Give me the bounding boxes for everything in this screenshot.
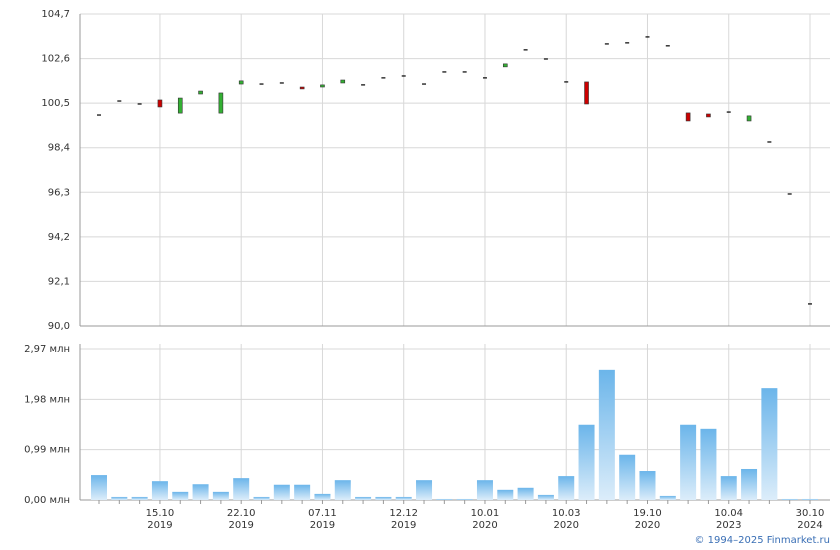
volume-bar [741,468,758,500]
y-tick-label: 0,99 млн [24,445,70,456]
volume-bar [720,476,737,500]
volume-bar [355,496,372,500]
candle-body [685,112,691,122]
x-tick-label: 22.10 2019 [226,508,256,531]
volume-bar [761,388,778,500]
candle-body [502,63,508,68]
volume-bar [537,494,554,500]
x-tick-label: 30.10 2024 [795,508,825,531]
x-tick-label: 10.01 2020 [470,508,500,531]
y-tick-label: 96,3 [48,187,70,198]
y-tick-label: 1,98 млн [24,394,70,405]
volume-bar [416,480,433,500]
volume-bar [558,476,575,500]
candle-body [218,92,224,114]
candle-body [157,99,163,108]
candle-body [177,97,183,114]
volume-bar [598,369,615,500]
x-tick-label: 10.04 2023 [714,508,744,531]
volume-bar [476,480,493,500]
volume-bar [294,484,311,500]
volume-bar [212,491,229,500]
volume-bar [802,498,818,500]
volume-bar [151,481,168,500]
volume-bar [456,498,473,500]
volume-bar [395,496,412,500]
x-tick-label: 15.10 2019 [145,508,175,531]
x-tick-label: 10.03 2020 [551,508,581,531]
candle-body [320,84,325,88]
volume-bar [517,487,534,500]
volume-bar [497,489,514,500]
y-tick-label: 2,97 млн [24,344,70,355]
volume-bar [131,496,148,500]
volume-bar [334,480,351,500]
candle-body [706,113,711,118]
y-tick-label: 94,2 [48,232,70,243]
copyright: © 1994–2025 Finmarket.ru [694,535,830,546]
x-tick-label: 12.12 2019 [389,508,419,531]
volume-bar [659,495,676,500]
volume-bar [91,475,107,500]
volume-bar [192,484,209,500]
candle-body [299,86,305,90]
volume-bar [375,496,392,500]
y-tick-label: 90,0 [48,321,70,332]
volume-bar [619,454,636,500]
candle-body [238,80,244,85]
y-tick-label: 98,4 [48,143,70,154]
volume-bar [111,496,128,500]
volume-bar [314,493,331,500]
volume-bar [273,484,290,500]
volume-bar [172,491,189,500]
candle-body [340,79,346,84]
volume-bar [436,498,453,500]
y-tick-label: 0,00 млн [24,495,70,506]
volume-bar [781,498,798,500]
x-tick-label: 07.11 2019 [308,508,337,531]
volume-bar [639,471,656,500]
x-tick-label: 19.10 2020 [633,508,662,531]
y-tick-label: 92,1 [48,276,70,287]
volume-bar [253,496,270,500]
volume-bar [680,424,697,500]
y-tick-label: 102,6 [41,54,70,65]
y-tick-label: 100,5 [41,98,70,109]
volume-bar [578,424,595,500]
volume-bar [700,428,717,500]
volume-bar [233,478,250,500]
candle-body [584,81,589,105]
y-tick-label: 104,7 [41,9,70,20]
candle-body [198,90,203,95]
candle-body [746,115,752,122]
